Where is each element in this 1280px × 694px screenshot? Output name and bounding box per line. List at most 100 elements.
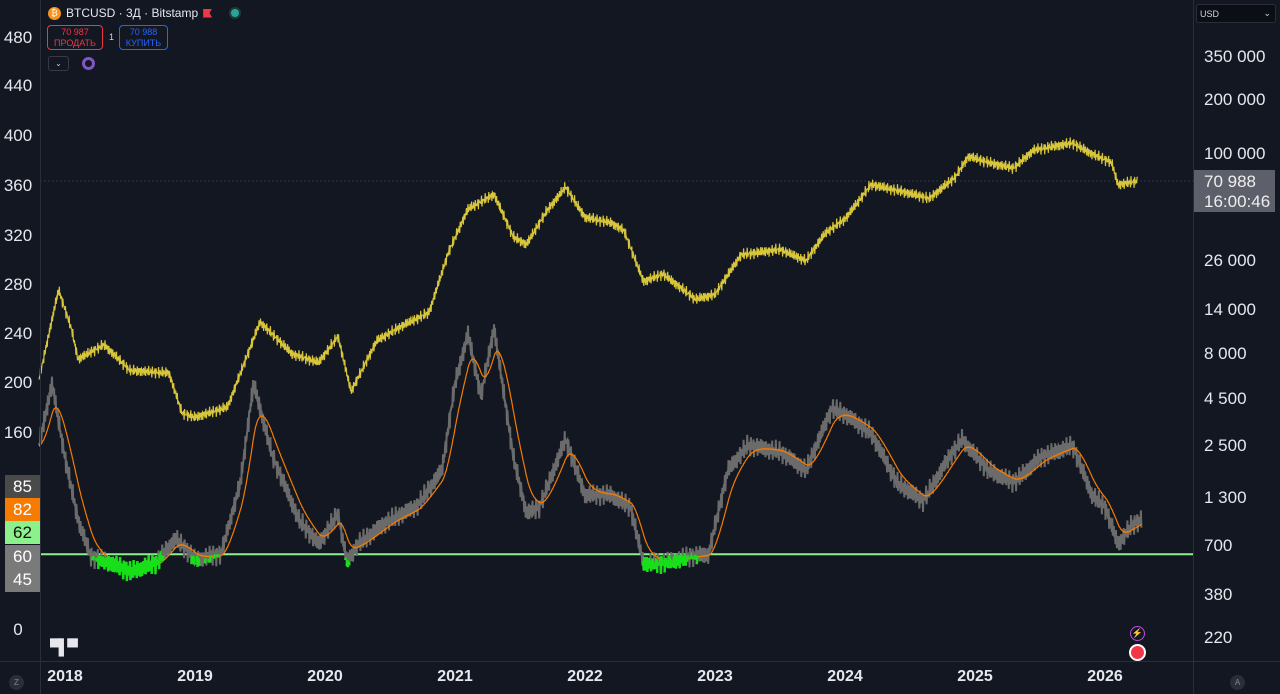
smoothed-line [38,350,1142,571]
buy-button[interactable]: 70 988 КУПИТЬ [119,25,168,50]
below-level-segment [666,555,673,569]
below-level-segment [672,554,678,569]
below-level-segment [641,556,652,573]
left-axis-tick: 0 [13,620,23,639]
currency-value: USD [1200,9,1220,19]
auto-scale-button[interactable]: A [1230,675,1245,690]
below-level-segment [208,555,213,563]
current-price: 70 988 [1204,172,1256,191]
below-level-segment [212,554,217,559]
price-axis-tick: 100 000 [1204,144,1266,163]
price-axis-tick: 2 500 [1204,436,1247,455]
below-level-segment [345,560,350,568]
sell-label: ПРОДАТЬ [54,38,96,48]
price-axis-tick: 26 000 [1204,251,1256,270]
left-axis-tick: 320 [3,226,33,245]
below-level-segment [678,554,683,569]
price-axis-tick: 700 [1204,536,1233,555]
below-level-segment [100,556,106,570]
below-level-segment [104,554,160,582]
buy-price: 70 988 [129,27,158,37]
below-level-segment [157,549,163,570]
price-axis-tick: 14 000 [1204,300,1256,319]
scale-button-left[interactable]: Z [9,675,24,690]
bitcoin-icon: ₿ [48,6,61,20]
below-level-segment [653,557,659,573]
flag-icon[interactable] [203,8,213,18]
label-85: 85 [5,475,40,498]
left-axis-tick: 480 [3,28,33,47]
left-axis-tick: 160 [3,423,33,442]
price-axis-tick: 380 [1204,585,1233,604]
sync-icon[interactable] [82,57,95,70]
below-level-segment [685,555,690,562]
time-axis-tick: 2024 [827,668,863,685]
price-line [38,137,1138,422]
below-level-segment [193,562,197,565]
price-axis-tick: 220 [1204,628,1233,647]
time-axis-tick: 2021 [437,668,473,685]
label-60: 60 [5,545,40,568]
price-axis-tick: 4 500 [1204,389,1247,408]
bar-countdown: 16:00:46 [1204,192,1271,211]
price-axis-tick: 1 300 [1204,488,1247,507]
below-level-segment [695,555,699,565]
indicator-layer [38,324,1193,582]
quantity: 1 [109,32,115,42]
current-price-label: 70 988 16:00:46 [1194,170,1275,212]
collapse-toggle[interactable]: ⌄ [48,56,69,71]
left-axis-tick: 440 [3,76,33,95]
time-axis-tick: 2022 [567,668,603,685]
symbol-title[interactable]: BTCUSD · 3Д · Bitstamp [66,6,199,20]
price-layer [38,137,1138,422]
time-axis-divider [0,661,1280,662]
left-axis-tick: 280 [3,275,33,294]
sell-price: 70 987 [61,27,89,37]
label-62: 62 [5,521,40,544]
below-level-segment [94,557,99,562]
left-axis-divider [40,0,41,694]
time-axis-tick: 2026 [1087,668,1123,685]
below-level-segment [190,555,194,565]
us-flag-event-icon[interactable] [1129,644,1146,661]
left-axis-tick: 360 [3,176,33,195]
market-status-icon [231,9,240,17]
below-level-segment [693,554,698,560]
left-axis-tick: 200 [3,373,33,392]
lightning-event-icon[interactable]: ⚡ [1130,626,1145,641]
tradingview-logo[interactable]: ▀▌▀ [50,639,78,656]
below-level-segment [191,555,196,565]
below-level-segment [649,558,655,572]
below-level-segment [675,555,680,566]
below-level-segment [344,557,348,561]
time-axis-tick: 2020 [307,668,343,685]
sell-button[interactable]: 70 987 ПРОДАТЬ [47,25,103,50]
left-axis-tick: 240 [3,324,33,343]
chevron-down-icon: ⌄ [1263,8,1271,18]
buy-label: КУПИТЬ [125,38,162,48]
time-axis-tick: 2019 [177,668,213,685]
below-level-segment [670,562,674,568]
below-level-segment [682,554,688,566]
below-level-segment [195,555,199,567]
time-axis-tick: 2023 [697,668,733,685]
indicator-line [38,324,1143,582]
price-axis-tick: 200 000 [1204,90,1266,109]
below-level-segment [161,555,165,562]
time-axis-tick: 2025 [957,668,993,685]
below-level-segment [689,551,694,560]
label-82: 82 [5,498,40,521]
below-level-segment [203,558,207,564]
price-axis-tick: 8 000 [1204,344,1247,363]
right-axis-divider [1193,0,1194,694]
below-level-segment [97,555,103,570]
symbol-header[interactable]: ₿ BTCUSD · 3Д · Bitstamp [48,6,240,20]
below-level-segment [347,561,351,566]
below-level-segment [197,558,201,566]
below-level-segment [663,557,669,573]
below-level-segment [216,554,221,558]
currency-select[interactable]: USD ⌄ [1196,4,1276,23]
left-axis-tick: 400 [3,126,33,145]
price-axis-tick: 350 000 [1204,47,1266,66]
